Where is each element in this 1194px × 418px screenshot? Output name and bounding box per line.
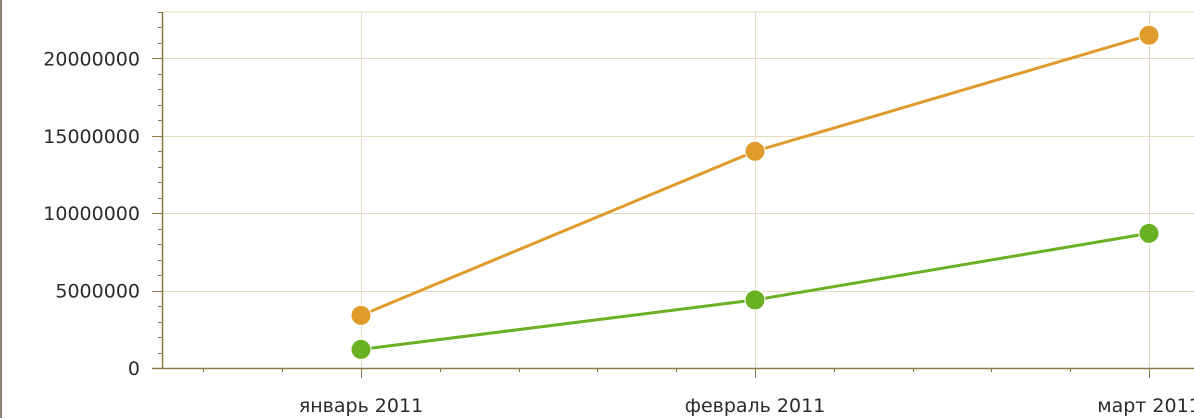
y-axis-labels: 0 5000000 10000000 15000000 20000000 [43,48,140,380]
data-point [1138,24,1160,46]
y-tick-label: 10000000 [43,203,140,225]
data-point [350,338,372,360]
axes [152,12,1194,378]
grid-lines [162,11,1194,368]
y-tick-label: 15000000 [43,126,140,148]
data-point [1138,222,1160,244]
y-tick-label: 5000000 [55,281,140,303]
y-tick-label: 0 [128,358,140,380]
x-tick-label: февраль 2011 [685,395,826,417]
data-point [744,289,766,311]
data-point [350,304,372,326]
data-point [744,140,766,162]
series-group [350,24,1160,360]
x-tick-label: март 2011 [1097,395,1194,417]
x-axis-labels: январь 2011 февраль 2011 март 2011 [299,395,1194,417]
y-tick-label: 20000000 [43,48,140,70]
x-tick-label: январь 2011 [299,395,423,417]
